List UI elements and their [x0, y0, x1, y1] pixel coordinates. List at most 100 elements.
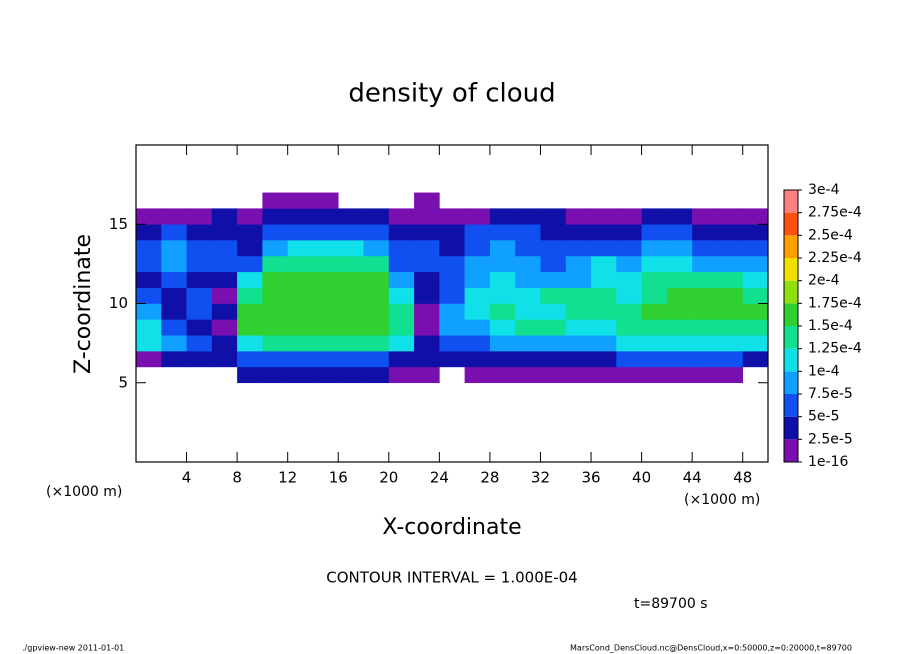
footer-right: MarsCond_DensCloud.nc@DensCloud,x=0:5000…: [570, 644, 852, 653]
cell: [692, 240, 718, 257]
cell: [616, 335, 642, 352]
cell: [338, 287, 364, 304]
cell: [161, 287, 187, 304]
x-tick-label: 44: [683, 469, 702, 487]
cell: [565, 255, 592, 273]
cell: [211, 240, 238, 257]
cell: [616, 255, 642, 273]
cell: [591, 303, 617, 320]
cell: [464, 208, 491, 225]
cell: [692, 303, 718, 320]
cell: [515, 224, 541, 241]
x-unit: (×1000 m): [684, 492, 760, 508]
cell: [515, 351, 541, 368]
cell: [136, 319, 162, 336]
cell: [692, 351, 718, 368]
cell: [464, 287, 491, 304]
cell: [287, 351, 314, 368]
cell: [136, 287, 162, 304]
cell: [489, 351, 516, 368]
cell: [464, 303, 491, 320]
cell: [338, 366, 364, 384]
y-tick-label: 15: [109, 215, 128, 233]
cell: [262, 224, 288, 241]
cell: [666, 287, 693, 304]
cell: [262, 271, 288, 288]
cell: [540, 335, 567, 352]
cell: [287, 255, 314, 273]
cell: [591, 255, 617, 273]
y-axis-label: Z-coordinate: [71, 234, 96, 374]
cell: [692, 287, 718, 304]
cell: [540, 240, 567, 257]
cell: [262, 319, 288, 336]
cell: [666, 319, 693, 336]
cell: [287, 287, 314, 304]
x-tick-label: 32: [531, 469, 550, 487]
cell: [464, 240, 491, 257]
cell: [237, 271, 263, 288]
cell: [591, 335, 617, 352]
cell: [262, 240, 288, 257]
cell: [489, 303, 516, 320]
cell: [161, 271, 187, 288]
cell: [136, 240, 162, 257]
cell: [186, 240, 213, 257]
cell: [616, 240, 642, 257]
cell: [540, 287, 567, 304]
cell: [616, 319, 642, 336]
cell: [262, 287, 288, 304]
cell: [161, 303, 187, 320]
cell: [237, 303, 263, 320]
cell: [641, 366, 668, 384]
cell: [489, 208, 516, 225]
cell: [515, 335, 541, 352]
cell: [666, 208, 693, 225]
cell: [186, 255, 213, 273]
cell: [312, 224, 339, 241]
cell: [186, 208, 213, 225]
cell: [312, 319, 339, 336]
cell: [312, 255, 339, 273]
colorbar-swatch: [784, 394, 798, 417]
cell: [515, 271, 541, 288]
cell: [591, 287, 617, 304]
cell: [211, 319, 238, 336]
colorbar-label: 2e-4: [808, 273, 840, 289]
cell: [641, 240, 668, 257]
cell: [515, 240, 541, 257]
cell: [161, 240, 187, 257]
cell: [363, 335, 390, 352]
cell: [565, 366, 592, 384]
x-tick-label: 8: [232, 469, 242, 487]
cell: [565, 224, 592, 241]
cell: [211, 335, 238, 352]
cell: [439, 240, 465, 257]
cell: [742, 208, 769, 225]
cell: [489, 319, 516, 336]
time-label: t=89700 s: [634, 596, 708, 612]
cell: [338, 208, 364, 225]
cell: [489, 335, 516, 352]
cell: [515, 287, 541, 304]
colorbar-swatch: [784, 190, 798, 213]
cell: [161, 335, 187, 352]
cell: [439, 224, 465, 241]
colorbar-label: 1.75e-4: [808, 295, 862, 311]
cell: [136, 255, 162, 273]
x-tick-label: 40: [632, 469, 651, 487]
cell: [565, 208, 592, 225]
cell: [414, 255, 440, 273]
cell: [237, 319, 263, 336]
cell: [136, 335, 162, 352]
colorbar-label: 1e-4: [808, 363, 840, 379]
cell: [136, 208, 162, 225]
cell: [641, 208, 668, 225]
cell: [641, 335, 668, 352]
cell: [439, 287, 465, 304]
cell: [338, 319, 364, 336]
colorbar-label: 7.5e-5: [808, 386, 853, 402]
cell: [489, 255, 516, 273]
cell: [186, 303, 213, 320]
cell: [439, 303, 465, 320]
